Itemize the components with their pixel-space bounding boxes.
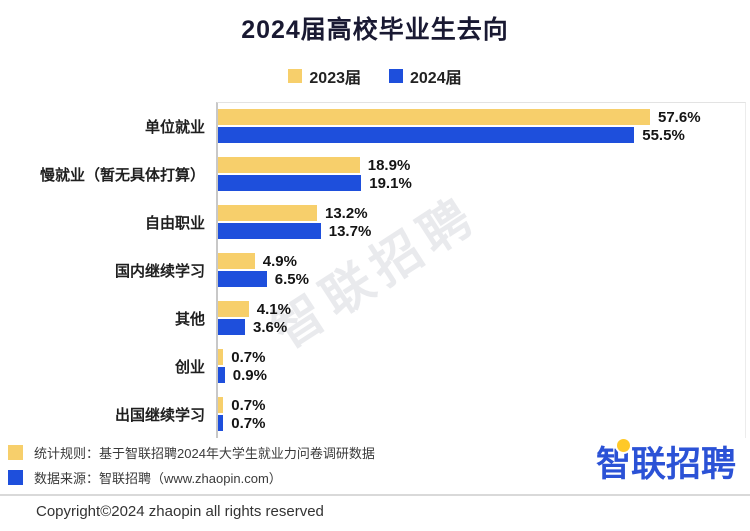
category-label: 国内继续学习 <box>114 262 205 280</box>
value-label: 13.7% <box>328 222 372 240</box>
legend-swatch-2023-icon <box>288 69 303 83</box>
bar-2024届 <box>218 415 224 431</box>
category-label: 慢就业（暂无具体打算） <box>39 166 205 184</box>
copyright-text: Copyright©2024 zhaopin all rights reserv… <box>36 503 324 520</box>
bar-row: 创业 0.7% 0.9% <box>0 342 746 390</box>
zhaopin-logo: 智联招聘 <box>596 436 736 484</box>
footnotes: 统计规则：基于智联招聘2024年大学生就业力问卷调研数据 数据来源：智联招聘（w… <box>8 440 375 490</box>
bar-row: 出国继续学习 0.7% 0.7% <box>0 390 746 438</box>
bar-line: 19.1% <box>218 174 746 192</box>
bar-line: 55.5% <box>218 126 746 144</box>
bar-line: 4.1% <box>218 300 746 318</box>
bar-2024届 <box>218 271 267 287</box>
chart-title: 2024届高校毕业生去向 <box>241 16 509 44</box>
bar-row: 其他 4.1% 3.6% <box>0 294 746 342</box>
footnote-text: 统计规则：基于智联招聘2024年大学生就业力问卷调研数据 <box>34 446 375 461</box>
footnote-statistics-rule: 统计规则：基于智联招聘2024年大学生就业力问卷调研数据 <box>8 440 375 465</box>
value-label: 18.9% <box>367 156 411 174</box>
value-label: 0.7% <box>231 348 266 366</box>
value-label: 6.5% <box>274 270 309 288</box>
bar-row: 慢就业（暂无具体打算） 18.9% 19.1% <box>0 150 746 198</box>
bar-line: 57.6% <box>218 108 746 126</box>
bar-pair: 13.2% 13.7% <box>205 204 746 240</box>
value-label: 55.5% <box>642 126 685 144</box>
bar-2023届 <box>218 157 360 173</box>
bar-pair: 4.1% 3.6% <box>205 300 746 336</box>
bar-line: 0.7% <box>218 396 746 414</box>
value-label: 3.6% <box>253 318 288 336</box>
bar-line: 0.7% <box>218 414 746 432</box>
category-label: 其他 <box>174 310 205 328</box>
bar-2023届 <box>218 109 650 125</box>
value-label: 0.7% <box>231 396 266 414</box>
bar-2023届 <box>218 205 317 221</box>
category-label: 出国继续学习 <box>114 406 205 424</box>
legend-swatch-2024-icon <box>389 69 403 83</box>
chart-legend: 2023届 2024届 <box>0 64 750 88</box>
logo-text: 智联招聘 <box>595 445 736 484</box>
bar-2023届 <box>218 253 255 269</box>
value-label: 0.7% <box>231 414 266 432</box>
bar-row: 单位就业 57.6% 55.5% <box>0 102 746 150</box>
bar-2023届 <box>218 397 224 413</box>
category-label: 创业 <box>174 358 205 376</box>
footnote-data-source: 数据来源：智联招聘（www.zhaopin.com） <box>8 465 375 490</box>
bar-line: 4.9% <box>218 252 746 270</box>
bar-2024届 <box>218 319 245 335</box>
value-label: 0.9% <box>232 366 267 384</box>
value-label: 4.9% <box>262 252 297 270</box>
bar-row: 国内继续学习 4.9% 6.5% <box>0 246 746 294</box>
bar-2024届 <box>218 367 225 383</box>
bar-line: 3.6% <box>218 318 746 336</box>
bar-line: 13.7% <box>218 222 746 240</box>
bar-2023届 <box>218 301 249 317</box>
category-label: 自由职业 <box>144 214 205 232</box>
value-label: 19.1% <box>369 174 412 192</box>
bar-line: 0.7% <box>218 348 746 366</box>
legend-label-2024: 2024届 <box>410 70 462 87</box>
bar-line: 13.2% <box>218 204 746 222</box>
legend-item-2023: 2023届 <box>288 64 361 88</box>
bar-row: 自由职业 13.2% 13.7% <box>0 198 746 246</box>
footnote-text: 数据来源：智联招聘（www.zhaopin.com） <box>34 471 282 486</box>
bar-2024届 <box>218 127 635 143</box>
bar-line: 6.5% <box>218 270 746 288</box>
legend-item-2024: 2024届 <box>389 64 462 88</box>
bar-line: 18.9% <box>218 156 746 174</box>
bar-pair: 4.9% 6.5% <box>205 252 746 288</box>
bar-pair: 0.7% 0.7% <box>205 396 746 432</box>
bar-2023届 <box>218 349 224 365</box>
bar-rows: 单位就业 57.6% 55.5% 慢就业（暂无具体打算） 18.9% 19.1% 自由职业 1… <box>0 102 746 438</box>
footnote-swatch-2024-icon <box>8 470 23 485</box>
value-label: 13.2% <box>325 204 368 222</box>
logo-dot-icon <box>616 439 630 452</box>
value-label: 57.6% <box>658 108 701 126</box>
value-label: 4.1% <box>256 300 291 318</box>
bar-line: 0.9% <box>218 366 746 384</box>
bar-pair: 18.9% 19.1% <box>205 156 746 192</box>
bar-2024届 <box>218 223 321 239</box>
footnote-swatch-2023-icon <box>8 445 23 460</box>
legend-label-2023: 2023届 <box>309 70 361 87</box>
footer-divider <box>0 494 750 496</box>
bar-chart: 单位就业 57.6% 55.5% 慢就业（暂无具体打算） 18.9% 19.1% 自由职业 1… <box>0 102 746 438</box>
bar-2024届 <box>218 175 362 191</box>
bar-pair: 57.6% 55.5% <box>205 108 746 144</box>
category-label: 单位就业 <box>144 118 205 136</box>
bar-pair: 0.7% 0.9% <box>205 348 746 384</box>
